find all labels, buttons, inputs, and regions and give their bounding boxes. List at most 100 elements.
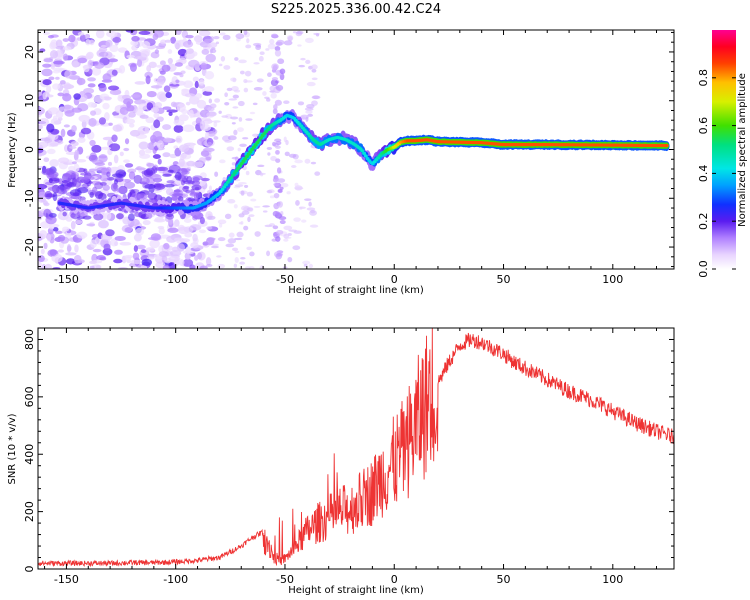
heatmap-cell [88, 168, 98, 172]
heatmap-cell [93, 61, 99, 65]
heatmap-cell [173, 124, 184, 133]
heatmap-cell [175, 30, 182, 36]
heatmap-cell [84, 33, 91, 39]
heatmap-cell [277, 58, 285, 65]
heatmap-cell [299, 206, 303, 210]
ridge-core [236, 166, 241, 170]
heatmap-cell [43, 157, 50, 163]
heatmap-cell [207, 215, 216, 220]
heatmap-cell [222, 34, 231, 41]
heatmap-cell [268, 223, 275, 227]
heatmap-cell [205, 257, 212, 266]
heatmap-cell [74, 219, 83, 225]
heatmap-cell [189, 191, 197, 197]
heatmap-cell [209, 103, 217, 109]
heatmap-cell [310, 209, 316, 214]
x-tick-label: 0 [391, 573, 398, 586]
heatmap-cell [219, 159, 226, 164]
heatmap-cell [162, 106, 172, 111]
heatmap-cell [237, 147, 241, 152]
heatmap-cell [218, 110, 222, 114]
heatmap-cell [216, 255, 222, 258]
heatmap-cell [257, 172, 266, 175]
heatmap-cell [113, 115, 125, 119]
heatmap-cell [60, 128, 66, 138]
heatmap-cell [182, 124, 195, 133]
heatmap-cell [91, 144, 102, 153]
heatmap-cell [192, 175, 203, 181]
heatmap-cell [247, 216, 251, 223]
heatmap-cell [141, 258, 153, 267]
heatmap-cell [146, 102, 154, 111]
heatmap-cell [234, 237, 243, 241]
y-tick-label: 800 [23, 329, 36, 350]
ridge-core [220, 187, 225, 191]
heatmap-cell [117, 47, 128, 53]
heatmap-cell [43, 58, 53, 63]
heatmap-cell [131, 45, 139, 51]
heatmap-cell [138, 211, 147, 219]
heatmap-cell [49, 142, 59, 147]
heatmap-cell [225, 243, 235, 248]
heatmap-cell [65, 258, 76, 265]
heatmap-cell [153, 112, 160, 119]
heatmap-cell [53, 60, 65, 65]
heatmap-cell [162, 152, 171, 158]
heatmap-cell [90, 110, 97, 116]
colorbar-tick-label: 0.2 [697, 212, 710, 230]
heatmap-cell [46, 148, 56, 155]
ridge-core [227, 178, 232, 182]
heatmap-cell [46, 123, 55, 133]
heatmap-cell [286, 35, 294, 41]
heatmap-cell [176, 103, 186, 113]
heatmap-cell [237, 127, 244, 132]
heatmap-cell [257, 164, 265, 168]
heatmap-cell [306, 207, 316, 211]
heatmap-cell [71, 107, 83, 113]
heatmap-cell [124, 163, 134, 168]
heatmap-cell [294, 159, 303, 164]
heatmap-cell [89, 260, 97, 265]
heatmap-cell [276, 167, 282, 174]
heatmap-cell [271, 141, 277, 147]
snr-series-line [38, 328, 674, 568]
y-tick-label: 0 [23, 146, 36, 153]
heatmap-cell [174, 62, 183, 67]
heatmap-cell [168, 262, 176, 269]
heatmap-cell [43, 202, 50, 207]
heatmap-cell [159, 60, 166, 66]
heatmap-cell [65, 252, 77, 256]
heatmap-cell [102, 136, 114, 141]
heatmap-cell [178, 144, 190, 153]
heatmap-cell [163, 242, 170, 250]
heatmap-cell [50, 39, 58, 49]
heatmap-cell [275, 158, 281, 163]
heatmap-cell [169, 153, 178, 159]
snr-y-axis: 0 200 400 600 800 [23, 327, 674, 573]
heatmap-cell [237, 182, 247, 185]
heatmap-cell [167, 169, 174, 173]
heatmap-cell [183, 180, 195, 185]
heatmap-cell [277, 189, 283, 194]
heatmap-cell [238, 117, 243, 122]
heatmap-cell [304, 198, 312, 201]
heatmap-cell [304, 37, 314, 44]
heatmap-cell [262, 91, 267, 96]
heatmap-cell [298, 64, 306, 68]
heatmap-cell [80, 127, 92, 135]
heatmap-cell [127, 168, 137, 174]
heatmap-cell [233, 204, 238, 209]
heatmap-cell [58, 178, 64, 185]
heatmap-cell [217, 219, 227, 225]
heatmap-cell [202, 90, 213, 96]
heatmap-cell [79, 34, 86, 42]
heatmap-cell [275, 149, 280, 155]
ridge-core [223, 183, 228, 187]
heatmap-cell [207, 213, 212, 216]
heatmap-cell [66, 244, 72, 253]
heatmap-cell [89, 139, 96, 147]
heatmap-cell [86, 223, 96, 227]
heatmap-cell [231, 247, 236, 251]
heatmap-cell [248, 214, 255, 218]
